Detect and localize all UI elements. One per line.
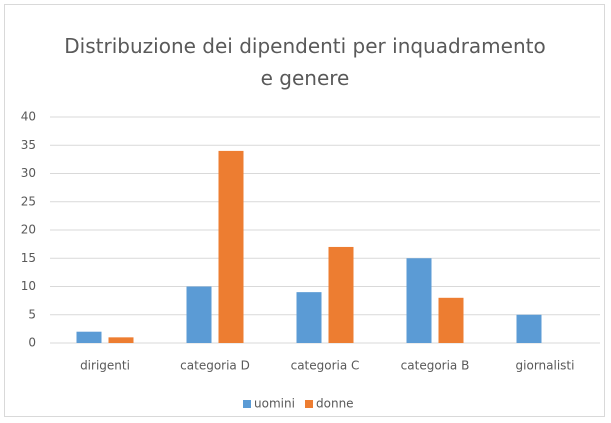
y-tick-label: 35: [21, 138, 36, 152]
y-tick-label: 10: [21, 279, 36, 293]
bar: [296, 292, 322, 343]
y-tick-label: 40: [21, 110, 36, 124]
x-tick-label: dirigenti: [80, 359, 130, 373]
y-tick-label: 30: [21, 166, 36, 180]
x-tick-label: giornalisti: [516, 359, 575, 373]
chart-border: [4, 4, 605, 417]
bar: [438, 297, 464, 343]
y-tick-label: 15: [21, 251, 36, 265]
chart-title: Distribuzione dei dipendenti per inquadr…: [64, 34, 546, 90]
bar: [328, 246, 354, 343]
bar: [108, 337, 134, 343]
legend-label: uomini: [254, 397, 295, 411]
legend-label: donne: [316, 397, 354, 411]
x-tick-label: categoria C: [291, 359, 360, 373]
bar: [186, 286, 212, 343]
y-tick-label: 25: [21, 194, 36, 208]
bar: [406, 258, 432, 343]
y-tick-label: 0: [28, 336, 36, 350]
x-tick-label: categoria D: [180, 359, 250, 373]
legend-swatch: [243, 400, 251, 408]
bar: [76, 331, 102, 343]
y-tick-label: 5: [28, 307, 36, 321]
y-tick-label: 20: [21, 223, 36, 237]
bar: [218, 150, 244, 343]
x-tick-label: categoria B: [401, 359, 470, 373]
bar: [516, 314, 542, 343]
legend-swatch: [305, 400, 313, 408]
